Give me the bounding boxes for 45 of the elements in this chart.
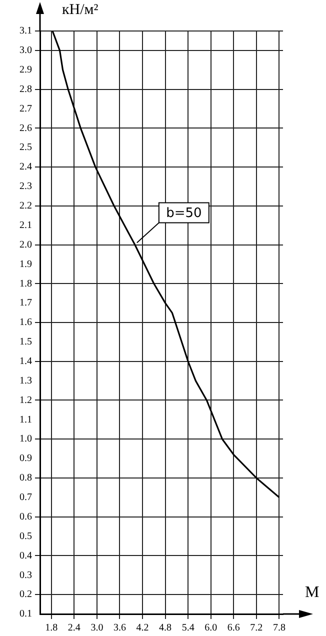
y-tick-label: 1.5: [20, 336, 32, 348]
y-tick-label: 0.9: [20, 453, 32, 464]
y-tick-label: 1.4: [20, 356, 32, 367]
y-tick-label: 1.6: [20, 317, 32, 328]
y-tick-label: 1.9: [20, 258, 32, 270]
y-tick-label: 2.9: [20, 64, 32, 76]
x-tick-label: 6.6: [227, 622, 240, 634]
y-tick-label: 3.1: [20, 26, 32, 37]
x-tick-label: 3.0: [90, 622, 104, 634]
y-tick-label: 0.5: [20, 530, 32, 542]
y-tick-label: 0.7: [20, 492, 32, 504]
x-tick-label: 2.4: [68, 622, 80, 634]
y-tick-label: 2.1: [20, 220, 32, 231]
y-tick-label: 0.6: [20, 511, 32, 522]
y-tick-label: 1.2: [20, 394, 32, 406]
annotation: b=50: [166, 206, 202, 222]
y-tick-label: 2.0: [20, 239, 32, 250]
x-tick-label: 4.8: [159, 622, 172, 634]
y-tick-label: 0.3: [20, 570, 32, 581]
y-tick-label: 2.2: [20, 200, 32, 212]
x-tick-label: 4.2: [136, 622, 149, 634]
y-tick-label: 0.8: [20, 472, 32, 484]
y-tick-label: 0.4: [20, 550, 32, 562]
y-tick-label: 1.1: [20, 414, 32, 426]
y-tick-label: 0.1: [20, 608, 32, 620]
x-tick-label: 7.2: [250, 622, 263, 634]
x-axis-title: М: [305, 584, 320, 602]
y-tick-label: 2.6: [20, 122, 32, 134]
x-tick-label: 6.0: [204, 622, 218, 634]
y-tick-label: 1.7: [20, 298, 32, 309]
y-tick-label: 2.5: [20, 142, 32, 154]
y-tick-label: 2.8: [20, 84, 32, 95]
x-tick-label: 7.8: [272, 622, 286, 634]
y-tick-label: 1.8: [20, 278, 32, 290]
y-tick-label: 2.4: [20, 162, 32, 173]
y-tick-label: 1.0: [20, 434, 32, 445]
y-axis-title: кН/м²: [62, 2, 98, 19]
x-tick-label: 3.6: [113, 622, 126, 634]
x-tick-label: 1.8: [45, 622, 58, 634]
y-tick-label: 2.7: [20, 103, 32, 114]
x-tick-label: 5.4: [182, 622, 194, 634]
y-tick-label: 2.3: [20, 181, 32, 192]
y-tick-label: 0.2: [20, 589, 32, 600]
y-tick-label: 3.0: [20, 45, 32, 56]
y-tick-label: 1.3: [20, 375, 32, 386]
